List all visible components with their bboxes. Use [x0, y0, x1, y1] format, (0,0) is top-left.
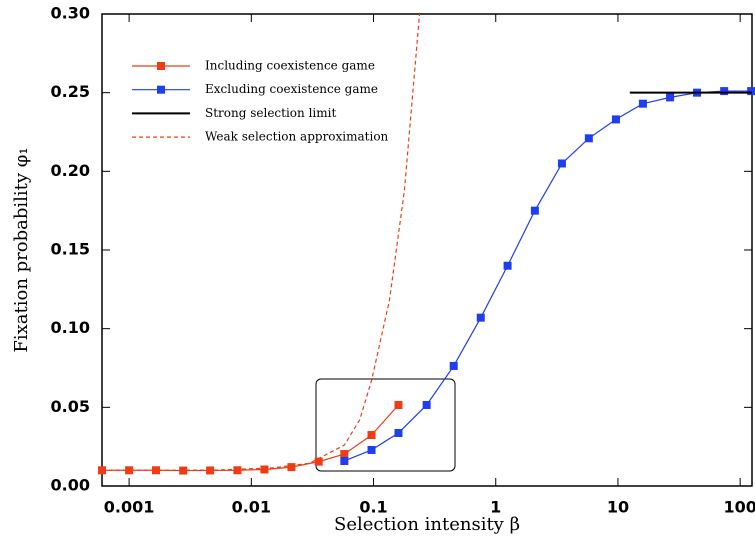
marker [638, 99, 647, 108]
marker [179, 466, 188, 475]
marker [314, 457, 323, 466]
marker [340, 450, 349, 459]
marker [584, 134, 593, 143]
series-line [102, 404, 399, 472]
marker [152, 466, 161, 475]
y-tick-label: 0.20 [51, 161, 90, 180]
x-tick-label: 0.001 [104, 498, 155, 517]
legend-marker [157, 85, 165, 94]
marker [340, 456, 349, 465]
series-line [344, 90, 752, 462]
marker [394, 400, 403, 409]
marker [367, 431, 376, 440]
marker [666, 93, 675, 102]
marker [747, 87, 755, 96]
inset-box [315, 378, 456, 472]
legend-label: Weak selection approximation [205, 130, 389, 144]
legend-label: Excluding coexistence game [205, 82, 378, 96]
marker [476, 313, 485, 322]
marker [287, 463, 296, 472]
marker [422, 400, 431, 409]
series-line [101, 13, 421, 471]
marker [394, 428, 403, 437]
marker [367, 445, 376, 454]
marker [260, 465, 269, 474]
y-tick-label: 0.25 [51, 82, 90, 101]
x-axis-label: Selection intensity β [334, 514, 520, 535]
y-tick-label: 0.15 [51, 240, 90, 259]
x-tick-label: 100 [723, 498, 755, 517]
y-tick-label: 0.10 [51, 318, 90, 337]
marker [503, 261, 512, 270]
y-tick-label: 0.30 [51, 4, 90, 23]
marker [125, 466, 134, 475]
marker [530, 206, 539, 215]
y-tick-label: 0.05 [51, 397, 90, 416]
y-tick-label: 0.00 [51, 476, 90, 495]
y-axis-label: Fixation probability φ₁ [11, 147, 32, 352]
x-tick-label: 0.1 [359, 498, 387, 517]
marker [233, 466, 242, 475]
marker [720, 87, 729, 96]
x-tick-label: 0.01 [232, 498, 271, 517]
legend-marker [157, 62, 165, 70]
marker [611, 115, 620, 124]
legend-label: Including coexistence game [205, 59, 375, 73]
legend-label: Strong selection limit [205, 106, 336, 120]
plot-frame [101, 13, 753, 487]
x-tick-label: 10 [607, 498, 629, 517]
marker [449, 361, 458, 370]
x-tick-label: 1 [490, 498, 501, 517]
marker [557, 159, 566, 168]
